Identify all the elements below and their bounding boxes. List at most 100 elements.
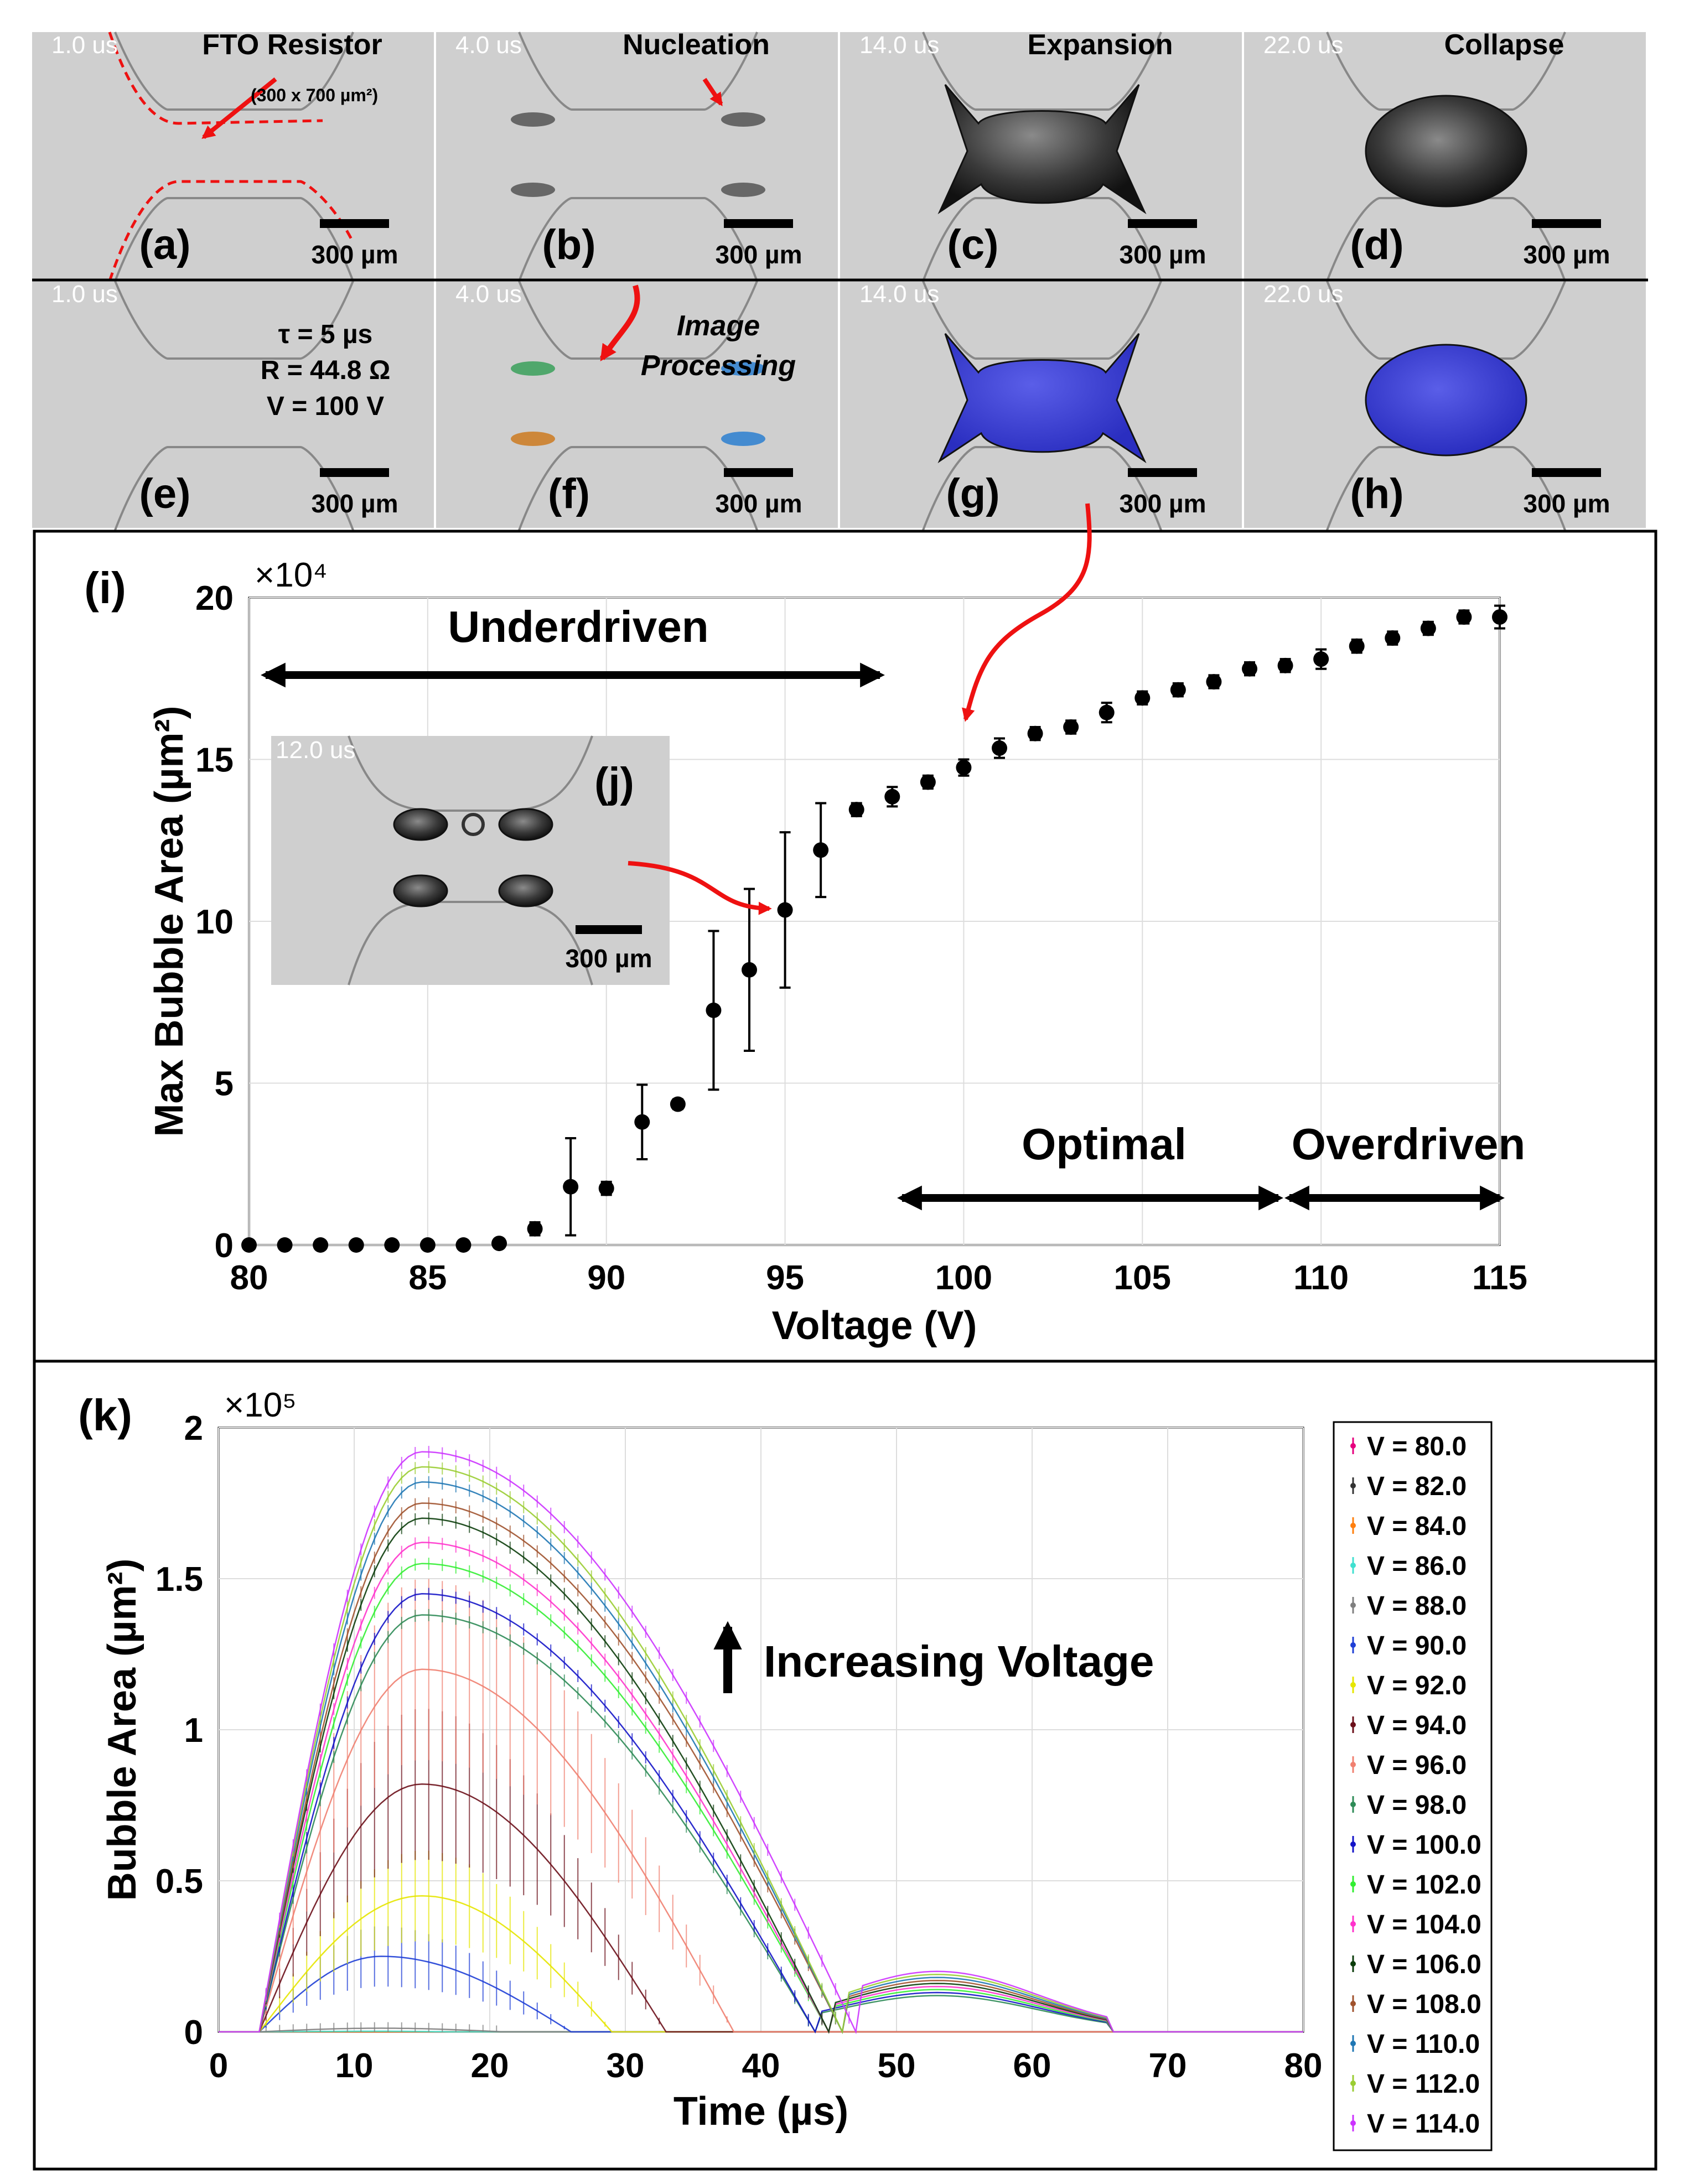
nucleation-spot (511, 432, 555, 446)
plot-i-point (1420, 620, 1436, 636)
nucleation-spot (721, 361, 765, 376)
plot-k-xtick-label: 70 (1149, 2047, 1187, 2085)
plot-i-ytick-label: 15 (195, 741, 234, 780)
plot-k-frame (33, 1360, 1657, 2171)
legend-swatch-marker (1350, 1523, 1356, 1528)
legend-label: V = 112.0 (1367, 2069, 1480, 2099)
legend-label: V = 92.0 (1367, 1671, 1467, 1700)
plot-i-marker (241, 1237, 257, 1253)
plot-i-marker (491, 1236, 507, 1252)
plot-i-point (1385, 630, 1401, 646)
plot-i-marker (706, 1002, 722, 1018)
panel-tag: (e) (139, 470, 191, 517)
nucleation-arrow (702, 77, 723, 106)
nucleation-spot (511, 112, 555, 127)
scale-bar (320, 468, 389, 477)
plot-i-marker (419, 1237, 436, 1253)
plot-k-ytick-label: 2 (184, 1409, 203, 1448)
panel-tag: (c) (947, 221, 999, 268)
legend-entry: V = 102.0 (1350, 1870, 1481, 1900)
legend-label: V = 102.0 (1367, 1870, 1481, 1900)
plot-i-point (1313, 648, 1329, 670)
legend-entry: V = 88.0 (1350, 1591, 1467, 1621)
channel-lower-outline (114, 197, 354, 282)
channel-upper-outline (114, 32, 354, 111)
plot-i-xtick-label: 80 (230, 1259, 268, 1297)
inset-tag: (j) (594, 759, 634, 806)
legend-label: V = 110.0 (1367, 2030, 1480, 2059)
panel-tag: (g) (946, 470, 999, 517)
plot-i-marker (1242, 661, 1257, 677)
plot-i-marker (634, 1114, 650, 1130)
legend-label: V = 94.0 (1367, 1711, 1467, 1740)
plot-k-content: 0 10 20 30 40 50 60 70 80 0 0.5 1 1.5 2 ×10⁵ Time (µs) B… (78, 1386, 1493, 2151)
legend-swatch-marker (1350, 1642, 1356, 1648)
panel-param: V = 100 V (267, 392, 384, 421)
plot-i-marker (313, 1237, 329, 1253)
legend-label: V = 114.0 (1367, 2109, 1480, 2139)
plot-i-marker (920, 774, 936, 790)
legend-swatch-marker (1350, 1841, 1356, 1847)
panel-background (32, 281, 434, 528)
scale-bar-label: 300 µm (312, 240, 398, 269)
plot-i-marker (777, 902, 793, 918)
legend-swatch-marker (1350, 1563, 1356, 1568)
legend-entry: V = 92.0 (1350, 1671, 1467, 1700)
resistor-outline-lower (108, 180, 355, 282)
legend-swatch-marker (1350, 2041, 1356, 2046)
legend-swatch-marker (1350, 1961, 1356, 1967)
scale-bar (1532, 219, 1601, 228)
inset-bubble (498, 808, 553, 841)
plot-i-point (384, 1237, 400, 1253)
micrograph-grid: 1.0 us FTO Resistor (300 x 700 µm²) 300 µm (… (32, 29, 1648, 531)
channel-upper-outline (518, 32, 758, 111)
panel-time: 1.0 us (51, 281, 118, 308)
plot-i-marker (1385, 630, 1401, 646)
legend-swatch-marker (1350, 1443, 1356, 1449)
panel-f: 4.0 us Image Processing 300 µm (f) (436, 281, 838, 531)
plot-i-point (884, 786, 900, 808)
panel-param: R = 44.8 Ω (261, 356, 391, 385)
plot-i-point (777, 831, 793, 989)
legend-entry: V = 112.0 (1350, 2069, 1480, 2099)
plot-i-point (419, 1237, 436, 1253)
plot-i-marker (1063, 719, 1079, 735)
inset-time: 12.0 us (276, 736, 355, 764)
plot-i-marker (848, 802, 864, 818)
panel-title: Collapse (1444, 29, 1564, 61)
scale-bar (320, 219, 389, 228)
plot-i-point (348, 1237, 364, 1253)
plot-i-marker (1420, 620, 1436, 636)
plot-k-xtick-label: 0 (209, 2047, 228, 2085)
bubble-expansion (937, 84, 1147, 215)
panel-d: 22.0 us Collapse 300 µm (d) (1244, 29, 1646, 282)
legend-entry: V = 100.0 (1350, 1830, 1481, 1860)
scale-bar (1128, 468, 1197, 477)
plot-i-marker (277, 1237, 293, 1253)
plot-i-point (1063, 719, 1079, 735)
scale-bar-label: 300 µm (1524, 489, 1610, 518)
plot-i-point (313, 1237, 329, 1253)
legend-entry: V = 104.0 (1350, 1910, 1481, 1939)
legend-label: V = 98.0 (1367, 1791, 1467, 1820)
plot-i-marker (1349, 638, 1365, 654)
legend-swatch-marker (1350, 1722, 1356, 1728)
scale-bar-label: 300 µm (716, 240, 802, 269)
plot-i-marker (527, 1221, 543, 1237)
plot-i-point (598, 1180, 614, 1196)
plot-i-marker (670, 1096, 686, 1112)
panel-time: 22.0 us (1263, 32, 1343, 59)
plot-i-point (527, 1221, 543, 1237)
inset-bubble (393, 808, 448, 841)
panel-c: 14.0 us Expansion 300 µm (c) (840, 29, 1242, 282)
plot-k-legend (1333, 1421, 1493, 2151)
legend-label: V = 88.0 (1367, 1591, 1467, 1621)
plot-i-ytick-label: 10 (195, 903, 234, 941)
inset-scale-label: 300 µm (566, 944, 652, 973)
panel-tag: (a) (139, 221, 191, 268)
panel-title: Expansion (1028, 29, 1173, 61)
bubble-collapse (1365, 95, 1527, 207)
panel-time: 4.0 us (455, 281, 522, 308)
processing-arrow (599, 284, 640, 361)
increasing-voltage-label: Increasing Voltage (764, 1637, 1154, 1686)
